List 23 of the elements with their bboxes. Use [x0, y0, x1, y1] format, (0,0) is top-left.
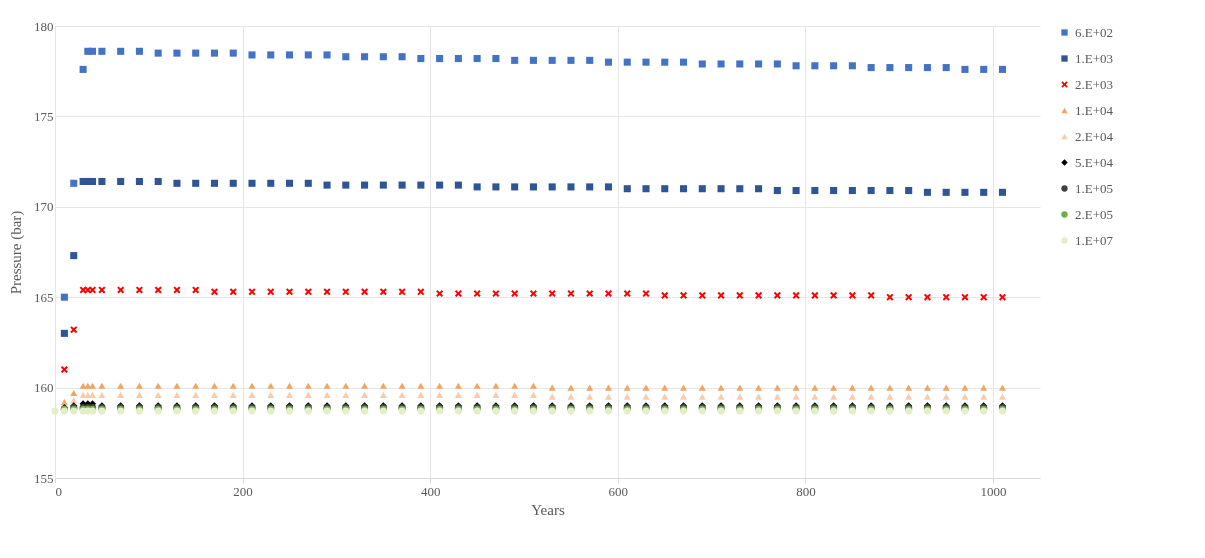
x-tick-label: 200 [233, 483, 253, 499]
x-axis-title: Years [531, 501, 565, 518]
legend-label: 5.E+04 [1075, 154, 1114, 170]
y-tick-label: 180 [34, 18, 54, 34]
y-tick-label: 155 [34, 470, 54, 486]
legend-label: 1.E+03 [1075, 50, 1114, 66]
x-tick-label: 1000 [980, 483, 1007, 499]
legend-label: 1.E+05 [1075, 180, 1114, 196]
y-tick-label: 170 [34, 199, 54, 215]
x-tick-label: 800 [796, 483, 816, 499]
y-tick-label: 175 [34, 108, 54, 124]
x-tick-label: 600 [608, 483, 629, 499]
legend-label: 1.E+04 [1075, 102, 1114, 118]
legend-label: 6.E+02 [1075, 24, 1114, 40]
x-tick-label: 400 [420, 483, 441, 499]
legend-label: 1.E+07 [1075, 232, 1114, 248]
y-tick-label: 160 [34, 380, 54, 396]
y-tick-label: 165 [34, 289, 54, 305]
x-tick-label: 0 [55, 483, 62, 499]
legend-label: 2.E+04 [1075, 128, 1114, 144]
y-axis-title: Pressure (bar) [8, 210, 25, 295]
legend-label: 2.E+03 [1075, 76, 1114, 92]
legend-label: 2.E+05 [1075, 206, 1114, 222]
